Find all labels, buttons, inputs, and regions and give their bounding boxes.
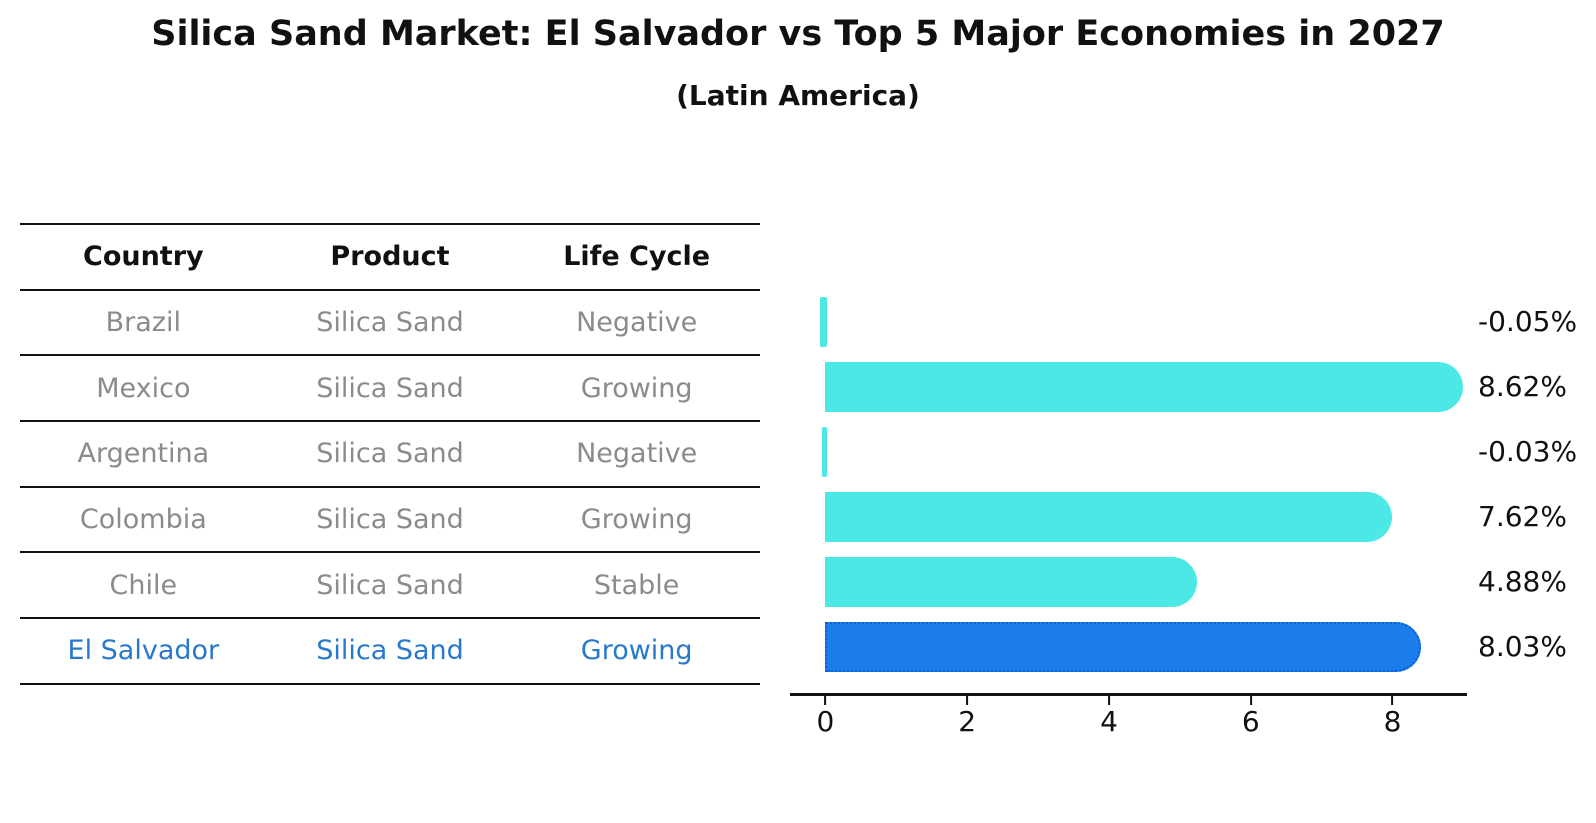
column-header-life-cycle: Life Cycle — [563, 241, 711, 273]
value-label-argentina: -0.03% — [1478, 434, 1578, 468]
x-axis-line — [790, 693, 1467, 696]
table-row: Brazil Silica Sand Negative — [20, 291, 760, 357]
cell-country: Brazil — [105, 307, 181, 339]
bar-el-salvador-highlight — [825, 622, 1421, 673]
tick-mark — [1107, 696, 1110, 705]
plot-area — [790, 289, 1467, 680]
comparison-table: Country Product Life Cycle Brazil Silica… — [20, 223, 760, 685]
bar-chart: 0 2 4 6 8 -0.05% 8.62% -0.03% 7.62 — [790, 289, 1596, 749]
bar-mexico — [825, 361, 1463, 412]
tick-mark — [824, 696, 827, 705]
x-axis-ticks: 0 2 4 6 8 — [790, 696, 1467, 746]
cell-life-cycle: Growing — [580, 372, 693, 404]
x-tick-label: 2 — [958, 705, 977, 738]
cell-country: El Salvador — [67, 635, 220, 667]
tick-mark — [1249, 696, 1252, 705]
value-label-column: -0.05% 8.62% -0.03% 7.62% 4.88% 8.03% — [1478, 289, 1596, 680]
cell-product: Silica Sand — [316, 307, 464, 339]
cell-product: Silica Sand — [316, 635, 464, 667]
cell-life-cycle: Negative — [576, 438, 698, 470]
tick-mark — [966, 696, 969, 705]
tick-mark — [1391, 696, 1394, 705]
value-label-brazil: -0.05% — [1478, 304, 1578, 338]
bar-colombia — [825, 492, 1392, 543]
value-label-el-salvador: 8.03% — [1478, 630, 1567, 664]
cell-country: Mexico — [96, 372, 191, 404]
cell-country: Colombia — [79, 504, 207, 536]
bar-brazil — [820, 296, 828, 347]
cell-product: Silica Sand — [316, 372, 464, 404]
x-tick-label: 6 — [1241, 705, 1260, 738]
x-tick-label: 4 — [1100, 705, 1118, 738]
bar-argentina — [821, 426, 828, 477]
chart-subtitle: (Latin America) — [676, 79, 920, 112]
column-header-product: Product — [330, 241, 450, 273]
x-tick-label: 0 — [816, 705, 835, 738]
cell-product: Silica Sand — [316, 438, 464, 470]
cell-product: Silica Sand — [316, 504, 464, 536]
cell-country: Chile — [109, 569, 178, 601]
table-row: Chile Silica Sand Stable — [20, 553, 760, 620]
cell-life-cycle: Stable — [593, 569, 680, 601]
table-row-highlight-el-salvador: El Salvador Silica Sand Growing — [20, 619, 760, 685]
cell-life-cycle: Negative — [576, 307, 698, 339]
x-tick-label: 8 — [1383, 705, 1402, 738]
cell-country: Argentina — [77, 438, 210, 470]
bar-chile — [825, 557, 1198, 608]
table-header-row: Country Product Life Cycle — [20, 225, 760, 291]
value-label-mexico: 8.62% — [1478, 369, 1567, 403]
cell-life-cycle: Growing — [580, 504, 693, 536]
table-row: Argentina Silica Sand Negative — [20, 422, 760, 488]
chart-title: Silica Sand Market: El Salvador vs Top 5… — [151, 14, 1445, 54]
value-label-chile: 4.88% — [1478, 565, 1567, 599]
cell-product: Silica Sand — [316, 569, 464, 601]
table-row: Mexico Silica Sand Growing — [20, 356, 760, 423]
column-header-country: Country — [83, 241, 204, 273]
cell-life-cycle: Growing — [580, 635, 693, 667]
value-label-colombia: 7.62% — [1478, 500, 1567, 534]
table-row: Colombia Silica Sand Growing — [20, 488, 760, 554]
